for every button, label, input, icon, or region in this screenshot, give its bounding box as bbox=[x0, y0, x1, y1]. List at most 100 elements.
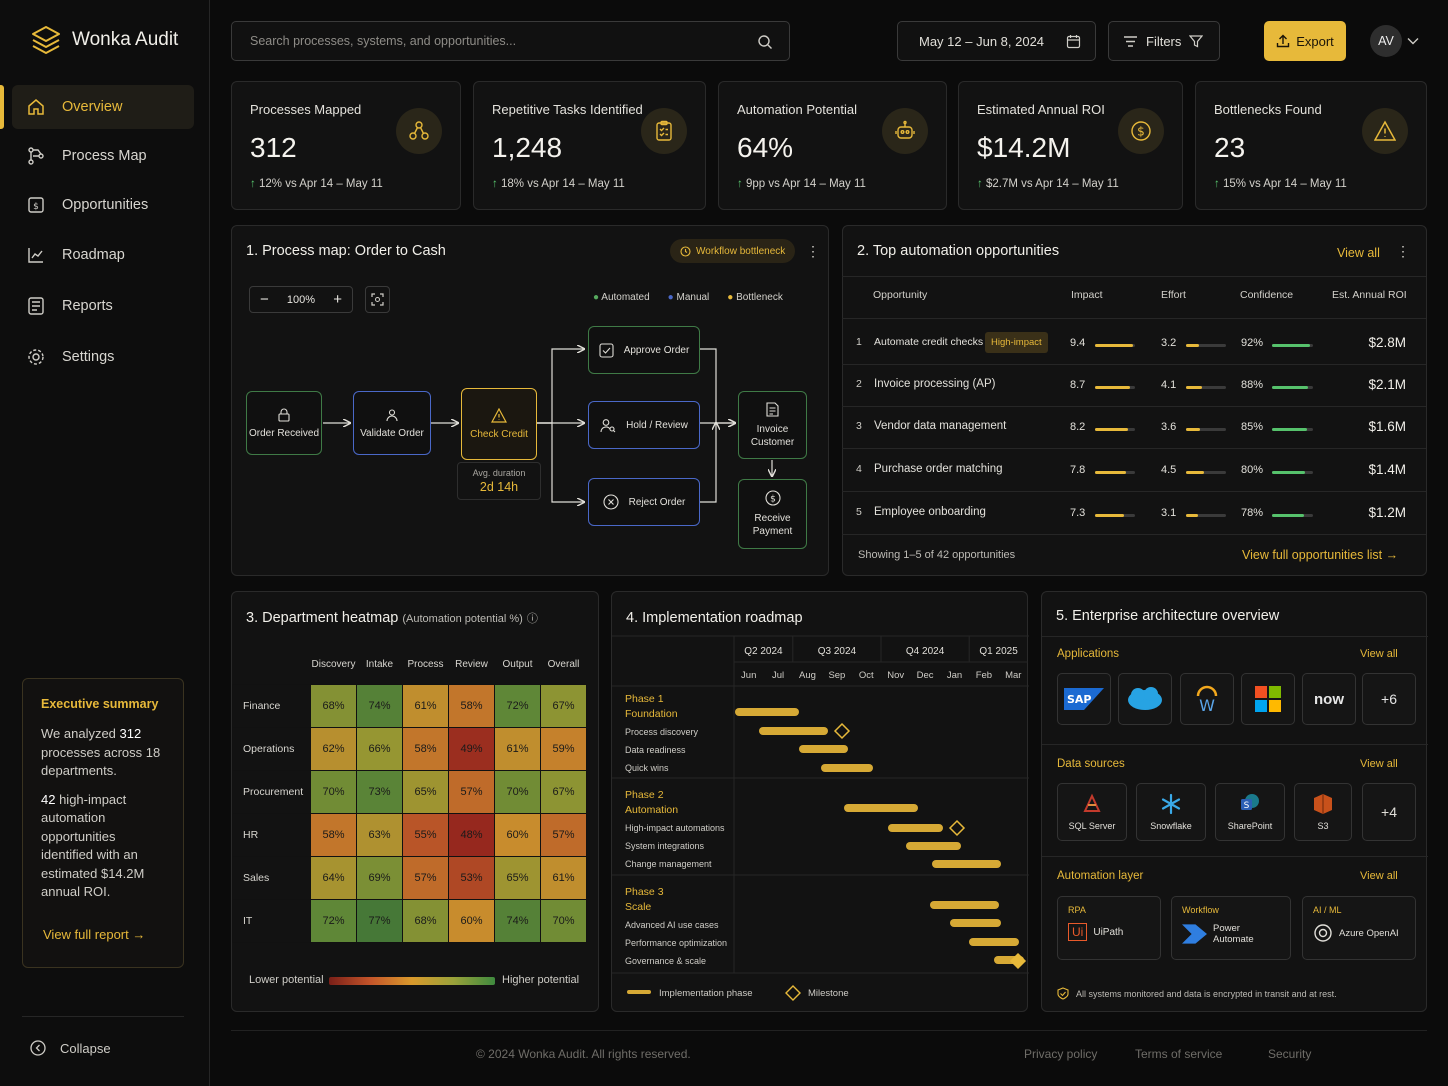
bottleneck-badge[interactable]: Workflow bottleneck bbox=[670, 239, 796, 263]
heatmap-cell[interactable]: 77% bbox=[356, 898, 403, 943]
gantt-bar[interactable] bbox=[799, 745, 848, 753]
more-sources-button[interactable]: +4 bbox=[1362, 783, 1416, 841]
sharepoint-tile[interactable]: S SharePoint bbox=[1215, 783, 1285, 841]
heatmap-cell[interactable]: 70% bbox=[310, 769, 357, 814]
sidebar-item-opportunities[interactable]: $ Opportunities bbox=[12, 183, 194, 227]
heatmap-cell[interactable]: 48% bbox=[448, 812, 495, 857]
brand[interactable]: Wonka Audit bbox=[30, 24, 178, 56]
workday-logo[interactable]: W bbox=[1180, 673, 1234, 725]
heatmap-cell[interactable]: 64% bbox=[310, 855, 357, 900]
view-all-link[interactable]: View all bbox=[1337, 246, 1380, 260]
heatmap-cell[interactable]: 63% bbox=[356, 812, 403, 857]
heatmap-cell[interactable]: 72% bbox=[494, 683, 541, 728]
ds-view-all-link[interactable]: View all bbox=[1360, 758, 1398, 770]
view-full-report-link[interactable]: View full report → bbox=[43, 927, 146, 942]
node-check-credit[interactable]: Check Credit bbox=[461, 388, 537, 460]
gantt-bar[interactable] bbox=[932, 860, 1001, 868]
heatmap-cell[interactable]: 68% bbox=[310, 683, 357, 728]
more-options-icon[interactable]: ⋮ bbox=[1396, 243, 1410, 259]
heatmap-cell[interactable]: 67% bbox=[540, 683, 587, 728]
azure-openai-tile[interactable]: AI / ML Azure OpenAI bbox=[1302, 896, 1416, 960]
heatmap-cell[interactable]: 57% bbox=[540, 812, 587, 857]
chevron-down-icon[interactable] bbox=[1407, 37, 1419, 45]
kpi-card[interactable]: Bottlenecks Found 23 ↑ 15% vs Apr 14 – May… bbox=[1195, 81, 1427, 210]
zoom-in-button[interactable]: + bbox=[333, 291, 342, 308]
heatmap-cell[interactable]: 70% bbox=[494, 769, 541, 814]
sidebar-item-reports[interactable]: Reports bbox=[12, 284, 194, 328]
gantt-bar[interactable] bbox=[930, 901, 999, 909]
avatar[interactable]: AV bbox=[1370, 25, 1402, 57]
search-bar[interactable]: Search processes, systems, and opportuni… bbox=[231, 21, 790, 61]
heatmap-cell[interactable]: 73% bbox=[356, 769, 403, 814]
milestone-marker[interactable] bbox=[833, 722, 851, 740]
privacy-link[interactable]: Privacy policy bbox=[1024, 1047, 1098, 1061]
node-reject-order[interactable]: Reject Order bbox=[588, 478, 700, 526]
node-invoice-customer[interactable]: Invoice Customer bbox=[738, 391, 807, 459]
heatmap-cell[interactable]: 65% bbox=[494, 855, 541, 900]
snowflake-tile[interactable]: Snowflake bbox=[1136, 783, 1206, 841]
gantt-bar[interactable] bbox=[844, 804, 918, 812]
heatmap-cell[interactable]: 67% bbox=[540, 769, 587, 814]
gantt-bar[interactable] bbox=[759, 727, 828, 735]
sql-server-tile[interactable]: SQL Server bbox=[1057, 783, 1127, 841]
node-validate-order[interactable]: Validate Order bbox=[353, 391, 431, 455]
kpi-card[interactable]: Processes Mapped 312 ↑ 12% vs Apr 14 – May… bbox=[231, 81, 461, 210]
heatmap-cell[interactable]: 74% bbox=[356, 683, 403, 728]
sidebar-item-settings[interactable]: Settings bbox=[12, 335, 194, 379]
terms-link[interactable]: Terms of service bbox=[1135, 1047, 1223, 1061]
collapse-button[interactable]: Collapse bbox=[30, 1040, 111, 1056]
apps-view-all-link[interactable]: View all bbox=[1360, 648, 1398, 660]
more-apps-button[interactable]: +6 bbox=[1362, 673, 1416, 725]
date-range-picker[interactable]: May 12 – Jun 8, 2024 bbox=[897, 21, 1096, 61]
heatmap-cell[interactable]: 68% bbox=[402, 898, 449, 943]
heatmap-cell[interactable]: 60% bbox=[448, 898, 495, 943]
kpi-card[interactable]: Repetitive Tasks Identified 1,248 ↑ 18% vs… bbox=[473, 81, 706, 210]
s3-tile[interactable]: S3 bbox=[1294, 783, 1352, 841]
heatmap-cell[interactable]: 58% bbox=[310, 812, 357, 857]
node-receive-payment[interactable]: $ Receive Payment bbox=[738, 479, 807, 549]
heatmap-cell[interactable]: 61% bbox=[402, 683, 449, 728]
heatmap-cell[interactable]: 59% bbox=[540, 726, 587, 771]
gantt-bar[interactable] bbox=[906, 842, 961, 850]
fit-screen-button[interactable] bbox=[365, 286, 390, 313]
kpi-card[interactable]: Automation Potential 64% ↑ 9pp vs Apr 14 –… bbox=[718, 81, 947, 210]
kpi-card[interactable]: Estimated Annual ROI $14.2M ↑ $2.7M vs Apr… bbox=[958, 81, 1183, 210]
heatmap-cell[interactable]: 57% bbox=[402, 855, 449, 900]
milestone-marker[interactable] bbox=[948, 819, 966, 837]
filters-button[interactable]: Filters bbox=[1108, 21, 1220, 61]
gantt-bar[interactable] bbox=[888, 824, 943, 832]
heatmap-cell[interactable]: 70% bbox=[540, 898, 587, 943]
sidebar-item-process-map[interactable]: Process Map bbox=[12, 134, 194, 178]
heatmap-cell[interactable]: 53% bbox=[448, 855, 495, 900]
heatmap-cell[interactable]: 61% bbox=[494, 726, 541, 771]
more-options-icon[interactable]: ⋮ bbox=[806, 243, 820, 259]
search-icon[interactable] bbox=[757, 34, 773, 50]
security-link[interactable]: Security bbox=[1268, 1047, 1312, 1061]
milestone-marker[interactable] bbox=[1009, 952, 1027, 970]
microsoft-logo[interactable] bbox=[1241, 673, 1295, 725]
heatmap-cell[interactable]: 72% bbox=[310, 898, 357, 943]
power-automate-tile[interactable]: Workflow Power Automate bbox=[1171, 896, 1291, 960]
search-input[interactable]: Search processes, systems, and opportuni… bbox=[250, 34, 517, 48]
gantt-bar[interactable] bbox=[950, 919, 1001, 927]
node-approve-order[interactable]: Approve Order bbox=[588, 326, 700, 374]
salesforce-logo[interactable] bbox=[1118, 673, 1172, 725]
sap-logo[interactable]: SAP bbox=[1057, 673, 1111, 725]
heatmap-cell[interactable]: 58% bbox=[448, 683, 495, 728]
heatmap-cell[interactable]: 69% bbox=[356, 855, 403, 900]
gantt-bar[interactable] bbox=[821, 764, 873, 772]
heatmap-cell[interactable]: 60% bbox=[494, 812, 541, 857]
sidebar-item-overview[interactable]: Overview bbox=[0, 85, 194, 129]
heatmap-cell[interactable]: 65% bbox=[402, 769, 449, 814]
gantt-bar[interactable] bbox=[969, 938, 1019, 946]
export-button[interactable]: Export bbox=[1264, 21, 1346, 61]
heatmap-cell[interactable]: 55% bbox=[402, 812, 449, 857]
gantt-bar[interactable] bbox=[735, 708, 799, 716]
sidebar-item-roadmap[interactable]: Roadmap bbox=[12, 233, 194, 277]
uipath-tile[interactable]: RPA Ui UiPath bbox=[1057, 896, 1161, 960]
heatmap-cell[interactable]: 49% bbox=[448, 726, 495, 771]
heatmap-cell[interactable]: 62% bbox=[310, 726, 357, 771]
heatmap-cell[interactable]: 61% bbox=[540, 855, 587, 900]
heatmap-cell[interactable]: 58% bbox=[402, 726, 449, 771]
heatmap-cell[interactable]: 66% bbox=[356, 726, 403, 771]
